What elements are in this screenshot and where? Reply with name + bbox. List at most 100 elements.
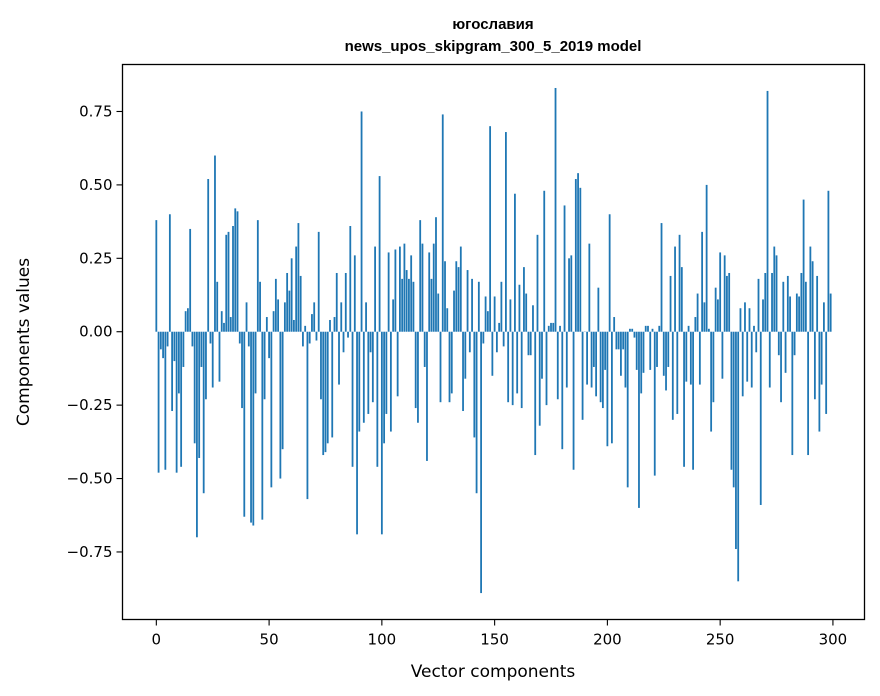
bar-51 [270,331,273,488]
chart-subtitle: news_upos_skipgram_300_5_2019 model [345,38,642,55]
bar-164 [525,293,528,332]
bar-243 [703,302,706,332]
bar-183 [568,258,570,332]
y-tick-label: −0.50 [67,470,113,488]
bar-179 [559,325,561,332]
bar-103 [387,252,390,332]
bar-2 [159,331,162,350]
bar-92 [362,331,365,423]
bar-193 [590,331,593,388]
bar-67 [306,331,309,500]
bar-276 [777,331,780,356]
bar-97 [374,246,376,332]
bar-204 [615,331,618,350]
bar-270 [764,272,767,332]
bar-5 [166,331,169,347]
bar-116 [417,331,419,423]
bar-242 [701,231,704,332]
bar-72 [317,231,320,332]
bar-197 [599,331,602,403]
bar-138 [466,270,469,332]
bar-149 [491,331,494,376]
bar-261 [744,302,746,332]
bar-150 [493,296,496,332]
bar-20 [200,331,203,367]
bar-94 [367,331,370,414]
bar-166 [529,331,532,356]
bar-66 [304,325,307,332]
bar-133 [455,261,458,332]
bar-81 [338,331,340,385]
bar-136 [462,331,464,412]
bar-176 [552,322,555,332]
bar-289 [807,331,810,456]
bar-240 [696,293,699,332]
bar-56 [281,331,284,450]
bar-32 [227,231,230,332]
chart-title: югославия [452,16,533,33]
x-axis-label: Vector components [411,662,576,682]
bar-250 [719,252,722,332]
bar-114 [412,281,415,332]
bar-253 [726,275,728,332]
bar-266 [755,331,758,353]
bar-106 [394,249,397,332]
bar-152 [498,322,501,332]
y-tick-label: 0.75 [79,102,112,120]
bar-163 [523,267,525,332]
bar-201 [608,214,611,332]
bar-151 [495,331,498,353]
bar-134 [457,267,460,332]
bar-28 [218,331,221,382]
bar-247 [712,331,715,403]
bar-62 [295,246,298,332]
x-tick-label: 200 [593,631,622,649]
bar-286 [800,272,803,332]
bar-174 [547,325,550,332]
bar-181 [563,205,566,332]
bar-109 [401,278,404,332]
bar-83 [342,331,345,353]
bar-46 [259,281,261,332]
bar-30 [223,322,225,332]
bar-288 [804,281,807,332]
bar-137 [464,331,467,379]
bar-292 [813,331,816,400]
bar-61 [293,319,295,332]
bar-154 [502,331,505,347]
bar-269 [762,299,764,332]
bar-186 [574,179,577,332]
bar-220 [651,328,654,332]
bar-37 [238,331,241,344]
bar-214 [638,331,640,508]
plot-frame [121,63,866,621]
bar-35 [234,208,237,332]
bar-262 [746,331,749,382]
bar-212 [633,331,636,338]
bar-112 [408,278,410,332]
bar-102 [385,331,388,414]
bar-229 [671,331,674,420]
bar-165 [527,331,530,356]
bar-218 [647,325,649,332]
bar-44 [254,331,257,394]
bar-296 [823,302,825,332]
bar-297 [825,331,828,414]
bar-184 [570,255,573,332]
bar-29 [220,311,223,332]
bar-139 [468,331,471,353]
bar-128 [444,261,446,332]
bar-155 [505,132,507,332]
bar-198 [601,331,604,409]
bar-211 [631,328,634,332]
bar-161 [518,284,521,332]
bar-210 [629,328,631,332]
bar-175 [550,322,552,332]
bar-18 [196,331,198,538]
bar-71 [315,331,318,341]
bar-86 [349,226,352,332]
bar-177 [554,87,557,332]
bar-19 [198,331,201,458]
bar-132 [453,290,455,332]
bar-12 [182,331,185,367]
